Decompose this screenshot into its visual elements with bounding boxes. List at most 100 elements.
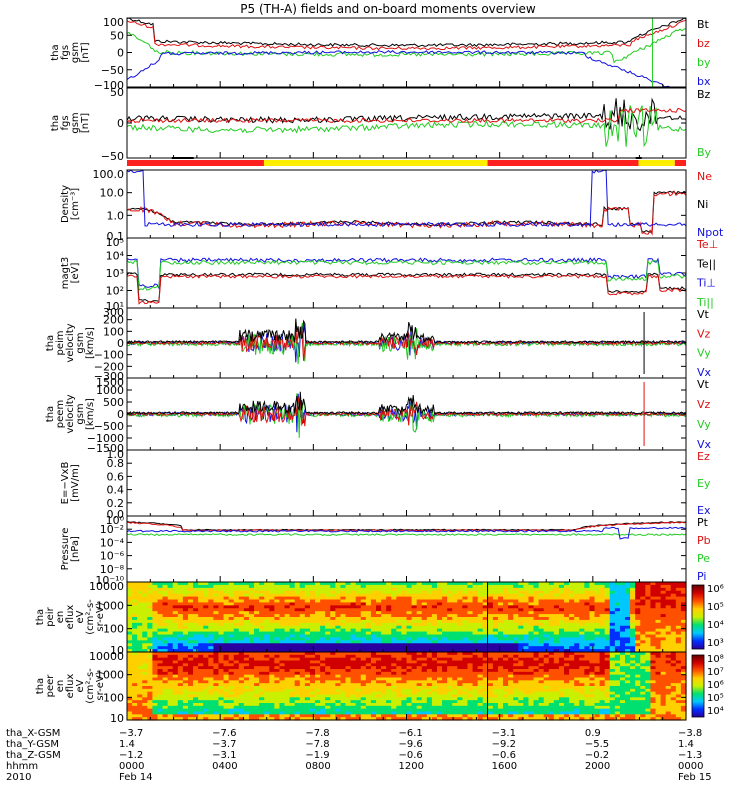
- date-end: Feb 15: [678, 772, 712, 783]
- orbit-value: −3.1: [212, 750, 236, 761]
- ylabel-line: en: [55, 680, 66, 693]
- peem-velocity-ylabel: tha peem velocity gsm [km/s]: [45, 394, 96, 433]
- y-tick-label: 10⁵: [106, 236, 124, 249]
- peir-spectrogram-ylabel: tha peir en eflux eV (cm²-s-sr-eV): [35, 599, 106, 635]
- peem-velocity-vy-line: [127, 393, 686, 438]
- ylabel-line: fgs: [60, 115, 71, 130]
- temperature-ylabel: magt3 [eV]: [60, 257, 81, 290]
- ylabel-line: gsm: [70, 42, 81, 63]
- orbit-row-label: tha_Z-GSM: [6, 750, 61, 761]
- orbit-value: 0.9: [585, 728, 601, 739]
- bx-line: [127, 50, 686, 87]
- ne-line: [127, 190, 686, 236]
- panel-efield: 1.00.80.60.40.20.0 E=−VxB [mV/m] Ez Ey Ex: [60, 448, 711, 521]
- orbit-value: 1.4: [119, 739, 135, 750]
- ylabel-line: peir: [45, 606, 56, 626]
- y-tick-label: 10⁻²: [100, 523, 124, 536]
- y-tick-label: 1500: [96, 376, 124, 389]
- y-tick-label: 10³: [106, 267, 124, 280]
- orbit-value: −3.7: [212, 739, 236, 750]
- legend-pi: Pi: [697, 570, 706, 583]
- density-ylabel: Density [cm⁻³]: [60, 185, 81, 223]
- legend-pt: Pt: [697, 516, 709, 529]
- legend-vy: Vy: [697, 347, 711, 360]
- y-tick-label: −1000: [87, 432, 124, 445]
- ylabel-line: gsm: [75, 403, 86, 424]
- orbit-value: 1600: [492, 761, 517, 772]
- orbit-value: −7.8: [305, 728, 329, 739]
- y-tick-label: 0.4: [107, 484, 125, 497]
- peim-velocity-vy-line: [127, 322, 686, 365]
- orbit-value: 0800: [305, 761, 330, 772]
- y-tick-label: 10⁻⁴: [100, 536, 125, 549]
- orbit-value: 2000: [585, 761, 610, 772]
- y-tick-label: −50: [101, 64, 124, 77]
- peir-spectrogram-traces: [127, 582, 687, 653]
- legend-vz: Vz: [697, 327, 711, 340]
- ylabel-line: (cm²-s-: [85, 668, 96, 704]
- legend-bz: bz: [697, 37, 710, 50]
- y-tick-label: 100: [103, 691, 124, 704]
- y-tick-label: 10¹: [106, 300, 124, 313]
- ylabel-line: fgs: [60, 45, 71, 60]
- density-traces: [127, 170, 686, 236]
- ylabel-line: tha: [45, 406, 56, 422]
- ylabel-line: eV: [75, 610, 86, 623]
- orbit-value: −6.1: [399, 728, 423, 739]
- y-tick-label: 0: [117, 337, 124, 350]
- legend-te: Te||: [696, 257, 716, 270]
- ylabel-line: sr-eV): [95, 602, 106, 631]
- ylabel-line: gsm: [75, 332, 86, 353]
- bz-dsl-line: [127, 97, 686, 132]
- y-tick-label: −100: [94, 79, 124, 92]
- ti-par-line: [127, 259, 686, 291]
- y-tick-label: 10.0: [100, 187, 125, 200]
- legend-pb: Pb: [697, 534, 711, 547]
- orbit-value: 0000: [678, 761, 703, 772]
- ylabel-line: Pressure: [60, 528, 71, 571]
- orbit-value: −7.6: [212, 728, 236, 739]
- peer-spectrogram-colorbar: [691, 654, 705, 718]
- ylabel-line: Density: [60, 185, 71, 223]
- bz-line: [127, 20, 686, 51]
- y-tick-label: 10⁻⁶: [100, 550, 125, 563]
- bt-line: [127, 18, 686, 48]
- orbit-value: −9.2: [492, 739, 516, 750]
- y-tick-label: −200: [94, 360, 124, 373]
- date-start: Feb 14: [119, 772, 153, 783]
- y-tick-label: 300: [103, 306, 124, 319]
- panel-peer-spectrogram: 10000 1000 100 10 tha peer en eflux eV (cm²-s-sr-…: [35, 650, 724, 725]
- y-tick-label: 0: [117, 117, 124, 130]
- orbit-value: 0000: [119, 761, 144, 772]
- ylabel-line: en: [55, 611, 66, 624]
- legend-ti: Ti||: [696, 296, 714, 309]
- status-segment: [263, 160, 488, 166]
- y-tick-label: −1500: [87, 442, 124, 455]
- ylabel-line: sr-eV): [95, 671, 106, 700]
- legend-vt: Vt: [697, 308, 710, 321]
- ylabel-line: (cm²-s-: [85, 599, 96, 635]
- status-segment: [127, 160, 264, 166]
- status-segment: [487, 160, 639, 166]
- legend-ti: Ti⊥: [696, 277, 716, 290]
- colorbar-label: 10⁶: [707, 680, 724, 691]
- orbit-row-label: tha_X-GSM: [6, 728, 60, 739]
- peer-spectrogram-ylabel: tha peer en eflux eV (cm²-s-sr-eV): [35, 668, 106, 704]
- orbit-status-bar: [127, 157, 686, 166]
- panel-peir-spectrogram: 10000 1000 100 10 tha peir en eflux eV (cm²-s-sr-…: [35, 580, 724, 657]
- orbit-value: −3.8: [678, 728, 702, 739]
- orbit-value: −1.2: [119, 750, 143, 761]
- y-tick-label: 100: [103, 16, 124, 29]
- y-tick-label: 0.0: [107, 508, 125, 521]
- orbit-value: −3.7: [119, 728, 143, 739]
- y-tick-label: 0.1: [107, 230, 125, 243]
- legend-vz: Vz: [697, 398, 711, 411]
- orbit-value: −3.1: [492, 728, 516, 739]
- peim-velocity-traces: [127, 312, 686, 374]
- temperature-traces: [127, 257, 686, 305]
- legend-ez: Ez: [697, 450, 710, 463]
- legend-bt: Bt: [697, 18, 710, 31]
- ylabel-line: [km/s]: [85, 327, 96, 359]
- orbit-value: −7.8: [305, 739, 329, 750]
